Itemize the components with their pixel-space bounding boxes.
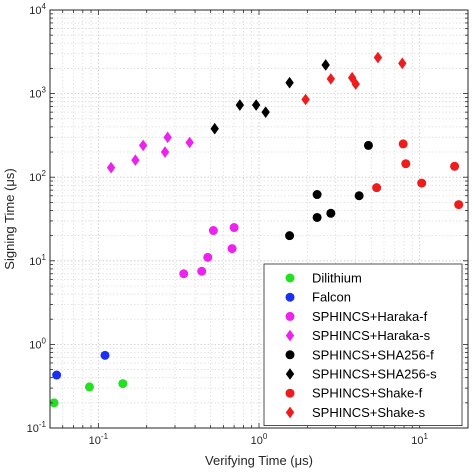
legend-entry-label: SPHINCS+Haraka-s — [312, 328, 431, 343]
legend-entry-label: SPHINCS+SHA256-s — [312, 367, 437, 382]
data-point — [160, 146, 170, 158]
data-point — [179, 269, 189, 279]
data-point — [450, 161, 460, 171]
y-tick-label: 101 — [29, 253, 46, 268]
legend-marker — [285, 292, 295, 302]
legend-marker — [285, 350, 295, 360]
legend-marker — [285, 273, 295, 283]
x-tick-label: 101 — [411, 432, 428, 447]
data-point — [52, 370, 62, 380]
legend-entry-label: SPHINCS+Shake-s — [312, 405, 426, 420]
legend-entry-label: Dilithium — [312, 271, 362, 286]
data-point — [454, 200, 464, 210]
data-point — [312, 212, 322, 222]
axes-frame — [49, 9, 469, 429]
data-point — [398, 57, 407, 70]
legend-marker — [285, 311, 295, 321]
data-point — [326, 208, 336, 218]
data-point — [351, 78, 360, 90]
data-point — [208, 226, 218, 236]
data-point — [203, 252, 213, 262]
legend: Dilithium Falcon SPHINCS+Haraka-f SPHINCS+H… — [263, 263, 463, 427]
data-point — [372, 183, 382, 193]
data-point — [321, 59, 330, 71]
data-point — [251, 99, 261, 111]
legend-marker — [285, 388, 295, 398]
y-tick-label: 103 — [29, 86, 46, 101]
data-point — [261, 106, 270, 118]
data-point — [373, 51, 383, 64]
data-point — [235, 99, 245, 111]
axes: 10-1 100 101 10-1 100 101 102 103 104 — [27, 2, 469, 447]
data-point — [401, 159, 411, 169]
x-tick-label: 100 — [251, 432, 268, 447]
legend-entry-label: SPHINCS+Haraka-f — [312, 309, 428, 324]
data-point — [163, 131, 172, 144]
data-point — [100, 350, 110, 360]
data-point — [227, 244, 237, 254]
y-tick-label: 102 — [29, 169, 46, 184]
legend-marker — [285, 406, 295, 419]
legend-entry-label: Falcon — [312, 290, 351, 305]
x-axis-label: Verifying Time (μs) — [205, 453, 313, 468]
data-point — [118, 379, 128, 389]
data-point — [49, 398, 59, 408]
data-point — [185, 136, 194, 149]
x-tick-label: 10-1 — [89, 432, 109, 447]
legend-marker — [285, 368, 295, 380]
data-point — [106, 161, 116, 174]
data-point — [229, 223, 239, 233]
data-point — [354, 191, 364, 201]
data-point — [84, 382, 94, 392]
data-point — [326, 73, 336, 85]
y-tick-label: 104 — [29, 2, 46, 17]
data-point — [285, 231, 295, 241]
data-point — [210, 122, 219, 135]
data-point — [131, 154, 140, 166]
data-point — [138, 139, 148, 152]
data-point — [417, 178, 427, 188]
legend-entry-label: SPHINCS+SHA256-f — [312, 347, 434, 362]
data-point — [363, 140, 373, 150]
y-tick-label: 100 — [29, 336, 46, 351]
legend-entry-label: SPHINCS+Shake-f — [312, 386, 423, 401]
data-marks — [49, 51, 464, 408]
data-point — [285, 76, 294, 89]
legend-box — [263, 263, 463, 427]
y-axis-label: Signing Time (μs) — [2, 168, 17, 269]
y-tick-label: 10-1 — [27, 420, 47, 435]
data-point — [197, 266, 207, 276]
data-point — [312, 190, 322, 200]
data-point — [398, 139, 408, 149]
data-point — [301, 93, 310, 106]
legend-marker — [285, 329, 295, 342]
